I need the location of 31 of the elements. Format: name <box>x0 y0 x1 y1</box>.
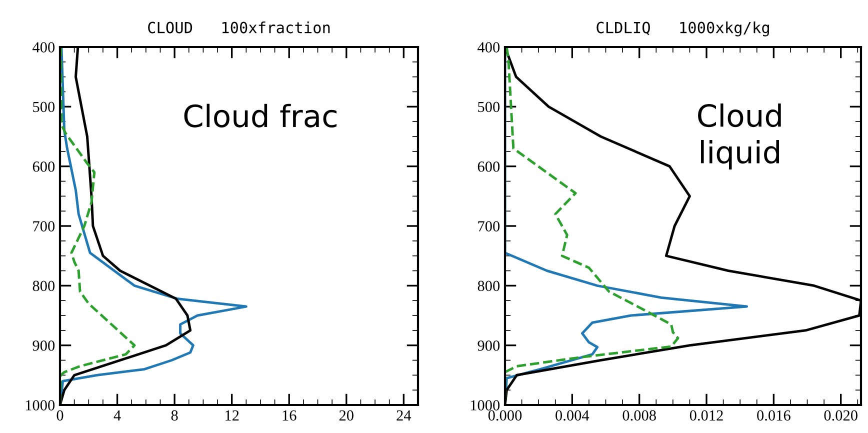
y-tick-label: 400 <box>32 42 55 52</box>
y-tick-label: 700 <box>33 221 55 232</box>
chart-title: CLOUD 100xfraction <box>148 22 330 34</box>
y-tick-label: 700 <box>478 221 500 232</box>
y-tick-label: 500 <box>33 102 55 112</box>
y-tick-label: 1000 <box>470 400 500 410</box>
y-tick-label: 800 <box>478 280 500 292</box>
y-tick-label: 900 <box>32 340 55 351</box>
y-tick-label: 600 <box>478 161 500 172</box>
y-tick-label: 500 <box>478 102 500 112</box>
x-tick-label: 0.008 <box>622 410 656 421</box>
x-tick-label: 0.004 <box>556 410 590 421</box>
x-tick-label: 16 <box>282 410 296 421</box>
x-tick-label: 20 <box>339 410 354 421</box>
x-tick-label: 24 <box>396 410 412 420</box>
annotation: Cloud liquid <box>698 103 781 170</box>
x-tick-label: 4 <box>114 410 121 420</box>
x-tick-label: 0.016 <box>757 410 790 421</box>
x-tick-label: 0.012 <box>690 410 723 421</box>
x-tick-label: 12 <box>226 410 239 420</box>
x-tick-label: 0 <box>56 410 64 421</box>
x-tick-label: 0.000 <box>488 410 522 421</box>
annotation: Cloud frac <box>184 104 337 128</box>
y-tick-label: 1000 <box>26 400 55 410</box>
y-tick-label: 900 <box>478 340 500 351</box>
chart-title: CLDLIQ 1000xkg/kg <box>596 22 769 36</box>
y-tick-label: 800 <box>32 280 55 292</box>
x-tick-label: 0.020 <box>824 410 858 421</box>
y-tick-label: 600 <box>32 161 55 172</box>
x-tick-label: 8 <box>171 410 178 421</box>
y-tick-label: 400 <box>478 42 500 52</box>
